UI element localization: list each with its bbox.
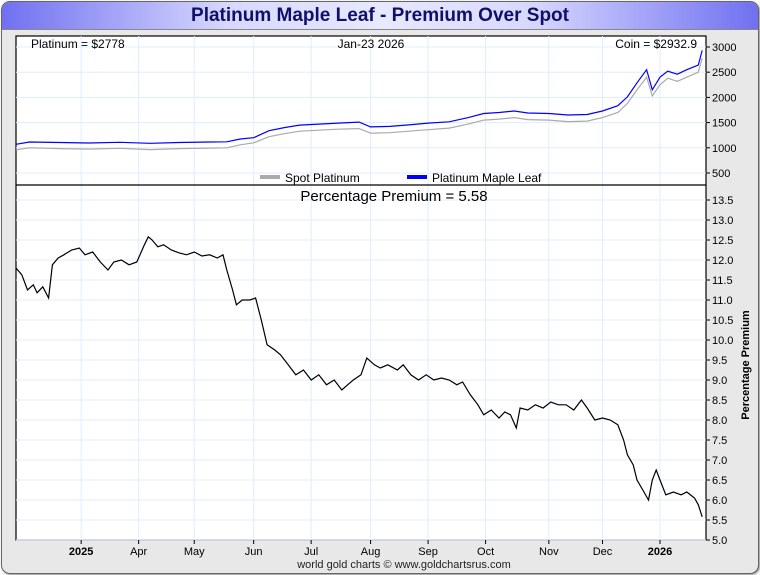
y-tick-label: 9.0 [712, 375, 727, 387]
series-line-spot-platinum [15, 58, 703, 151]
y-tick-label: 13.5 [712, 195, 733, 207]
x-tick-label: Dec [593, 546, 613, 558]
x-tick-label: Nov [539, 546, 559, 558]
y-tick-label: 1000 [712, 143, 736, 155]
legend: Spot Platinum Platinum Maple Leaf [260, 171, 542, 185]
legend-swatch-coin [407, 175, 427, 179]
y-tick-label: 12.0 [712, 255, 733, 267]
y-tick-label: 13.0 [712, 215, 733, 227]
y-tick-label: 3000 [712, 42, 736, 54]
x-tick-label: Aug [361, 546, 381, 558]
x-tick-label: Jun [245, 546, 263, 558]
y-axis-label: Percentage Premium [740, 310, 752, 420]
y-tick-label: 5.5 [712, 515, 727, 527]
y-tick-label: 10.0 [712, 335, 733, 347]
y-tick-label: 6.0 [712, 495, 727, 507]
y-tick-label: 1500 [712, 118, 736, 130]
series-line-platinum-maple-leaf [15, 50, 703, 145]
x-tick-label: May [184, 546, 205, 558]
series-line-percentage-premium [15, 235, 703, 517]
y-tick-label: 9.5 [712, 355, 727, 367]
y-tick-label: 2500 [712, 67, 736, 79]
x-tick-label: Sep [418, 546, 438, 558]
legend-swatch-spot [260, 175, 280, 179]
legend-label-spot: Spot Platinum [285, 171, 360, 185]
title-bar: Platinum Maple Leaf - Premium Over Spot [2, 2, 758, 30]
y-tick-label: 2000 [712, 92, 736, 104]
legend-label-coin: Platinum Maple Leaf [432, 171, 542, 185]
x-tick-label: 2025 [69, 546, 93, 558]
x-tick-label: Oct [477, 546, 494, 558]
date-label: Jan-23 2026 [338, 37, 405, 51]
y-tick-label: 7.0 [712, 455, 727, 467]
y-tick-label: 10.5 [712, 315, 733, 327]
y-tick-label: 11.5 [712, 275, 733, 287]
footer-credit: world gold charts © www.goldchartsrus.co… [296, 559, 511, 571]
y-tick-label: 5.0 [712, 535, 727, 547]
y-tick-label: 12.5 [712, 235, 733, 247]
platinum-price-label: Platinum = $2778 [31, 37, 125, 51]
y-tick-label: 500 [712, 168, 730, 180]
coin-price-label: Coin = $2932.9 [615, 37, 697, 51]
y-tick-label: 7.5 [712, 435, 727, 447]
x-tick-label: 2026 [648, 546, 672, 558]
grid [16, 36, 706, 541]
x-tick-label: Apr [130, 546, 147, 558]
premium-title: Percentage Premium = 5.58 [300, 188, 487, 205]
x-tick-label: Jul [304, 546, 318, 558]
y-tick-label: 8.5 [712, 395, 727, 407]
y-tick-label: 8.0 [712, 415, 727, 427]
chart-title: Platinum Maple Leaf - Premium Over Spot [191, 5, 569, 26]
y-tick-label: 6.5 [712, 475, 727, 487]
y-tick-label: 11.0 [712, 295, 733, 307]
